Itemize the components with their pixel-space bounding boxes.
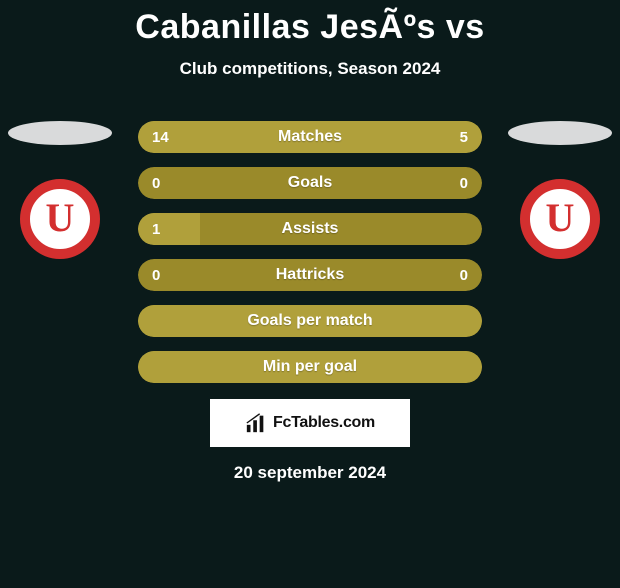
stat-bar: 00Hattricks <box>138 259 482 291</box>
bar-label: Hattricks <box>138 259 482 291</box>
bar-label: Goals <box>138 167 482 199</box>
stat-bar: Min per goal <box>138 351 482 383</box>
badge-letter-left: U <box>46 198 75 238</box>
watermark: FcTables.com <box>210 399 410 447</box>
stat-bar: Goals per match <box>138 305 482 337</box>
team-badge-right: U <box>520 179 600 259</box>
bar-label: Assists <box>138 213 482 245</box>
bar-label: Matches <box>138 121 482 153</box>
stat-bars: 145Matches 00Goals 1Assists 00Hattricks Goal… <box>138 121 482 383</box>
date-text: 20 september 2024 <box>0 463 620 483</box>
bar-label: Min per goal <box>138 351 482 383</box>
stat-bar: 1Assists <box>138 213 482 245</box>
chart-icon <box>245 412 267 434</box>
watermark-text: FcTables.com <box>273 414 375 432</box>
oval-left <box>8 121 112 145</box>
bar-label: Goals per match <box>138 305 482 337</box>
page-title: Cabanillas JesÃºs vs <box>0 8 620 47</box>
stat-bar: 145Matches <box>138 121 482 153</box>
stat-bar: 00Goals <box>138 167 482 199</box>
oval-right <box>508 121 612 145</box>
team-badge-left: U <box>20 179 100 259</box>
comparison-stage: U U 145Matches 00Goals 1Assists 00Hattricks… <box>0 121 620 483</box>
subtitle: Club competitions, Season 2024 <box>0 59 620 79</box>
badge-letter-right: U <box>546 198 575 238</box>
